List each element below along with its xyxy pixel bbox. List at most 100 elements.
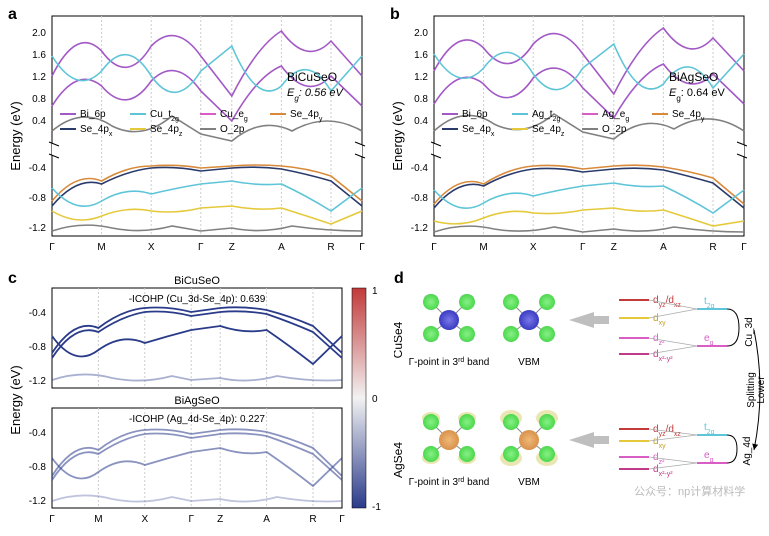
panel-c-bot-title: BiAgSeO <box>174 395 220 407</box>
svg-text:X: X <box>141 514 148 525</box>
panel-c-ylabel: Energy (eV) <box>8 365 23 434</box>
panel-a-yticks-upper: 0.4 0.8 1.2 1.6 2.0 <box>32 28 46 127</box>
svg-text:0.4: 0.4 <box>32 116 46 127</box>
cuse4-label: CuSe4 <box>394 321 405 358</box>
panel-c-xticks: ΓM XΓ ZA RΓ <box>49 514 345 525</box>
svg-text:-0.4: -0.4 <box>29 308 47 319</box>
panel-a-xticks: Γ M X Γ Z A R Γ <box>49 242 365 253</box>
svg-text:-0.4: -0.4 <box>411 163 429 174</box>
svg-text:-0.8: -0.8 <box>29 342 47 353</box>
svg-text:R: R <box>709 242 716 253</box>
agse4-label: AgSe4 <box>394 442 405 478</box>
row2-gamma-label: Γ-point in 3rd band <box>409 477 490 489</box>
svg-text:Γ: Γ <box>188 514 194 525</box>
panel-a-chart: 0.4 0.8 1.2 1.6 2.0 -0.4 -0.8 -1.2 Γ M X… <box>8 6 380 256</box>
svg-text:M: M <box>97 242 105 253</box>
panel-b-compound: BiAgSeO <box>669 70 718 84</box>
svg-text:-1: -1 <box>372 502 381 513</box>
svg-text:Γ: Γ <box>49 514 55 525</box>
svg-text:eg: eg <box>704 450 714 464</box>
panel-c: c BiCuSeO -ICOHP (Cu_3d-Se_4p): 0.639 <box>8 270 388 530</box>
cuse4-gamma-cluster <box>423 294 475 342</box>
svg-text:2.0: 2.0 <box>414 28 428 39</box>
svg-text:dx²-y²: dx²-y² <box>653 349 673 363</box>
panel-c-chart: BiCuSeO -ICOHP (Cu_3d-Se_4p): 0.639 -0.4… <box>8 270 388 530</box>
panel-b-yticks-upper: 0.4 0.8 1.2 1.6 2.0 <box>414 28 428 127</box>
panel-d-label: d <box>394 270 404 288</box>
panel-c-bot-annot: -ICOHP (Ag_4d-Se_4p): 0.227 <box>129 414 265 425</box>
svg-text:t2g: t2g <box>704 296 715 310</box>
svg-text:R: R <box>327 242 334 253</box>
svg-text:-1.2: -1.2 <box>29 376 47 387</box>
svg-text:1.6: 1.6 <box>414 50 428 61</box>
svg-text:eg: eg <box>704 333 714 347</box>
svg-text:R: R <box>309 514 316 525</box>
svg-text:Z: Z <box>217 514 223 525</box>
panel-b-chart: 0.40.8 1.21.6 2.0 -0.4-0.8 -1.2 ΓM XΓ ZA… <box>390 6 762 256</box>
svg-text:0: 0 <box>372 394 378 405</box>
svg-text:Cu_3d: Cu_3d <box>744 317 755 346</box>
panel-b-yticks-lower: -0.4-0.8 -1.2 <box>411 163 429 234</box>
panel-c-colorbar: 1 0 -1 <box>352 286 381 513</box>
panel-b: b <box>390 6 762 256</box>
svg-text:1: 1 <box>372 286 378 297</box>
agse4-vbm-cluster <box>500 410 558 466</box>
svg-text:1.6: 1.6 <box>32 50 46 61</box>
svg-text:Γ: Γ <box>741 242 747 253</box>
row1-vbm-label: VBM <box>518 357 540 368</box>
svg-text:-0.8: -0.8 <box>411 193 429 204</box>
arrow-icon <box>569 312 609 328</box>
svg-text:Γ: Γ <box>580 242 586 253</box>
panel-b-xticks: ΓM XΓ ZA RΓ <box>431 242 747 253</box>
svg-text:dxy: dxy <box>653 436 666 450</box>
panel-d-diagram: CuSe4 Γ-point in 3rd band VBM dyz/dxz d <box>394 270 766 530</box>
svg-text:Γ: Γ <box>431 242 437 253</box>
svg-text:-0.8: -0.8 <box>29 193 47 204</box>
cu3d-levels: dyz/dxz dxy t2g dz² dx²-y² eg Cu_3d <box>619 295 755 363</box>
svg-text:-0.4: -0.4 <box>29 163 47 174</box>
svg-text:t2g: t2g <box>704 422 715 436</box>
svg-text:X: X <box>148 242 155 253</box>
svg-text:1.2: 1.2 <box>32 72 46 83</box>
panel-d: d CuSe4 Γ-point in 3rd band <box>394 270 766 530</box>
svg-text:M: M <box>479 242 487 253</box>
panel-c-top-title: BiCuSeO <box>174 275 220 287</box>
svg-text:1.2: 1.2 <box>414 72 428 83</box>
svg-text:X: X <box>530 242 537 253</box>
panel-a-label: a <box>8 6 17 24</box>
svg-text:-0.4: -0.4 <box>29 428 47 439</box>
svg-text:2.0: 2.0 <box>32 28 46 39</box>
panel-a-yticks-lower: -0.4 -0.8 -1.2 <box>29 163 47 234</box>
cuse4-vbm-cluster <box>503 294 555 342</box>
svg-text:0.8: 0.8 <box>32 94 46 105</box>
agse4-gamma-cluster <box>422 412 476 464</box>
svg-text:Γ: Γ <box>198 242 204 253</box>
svg-text:A: A <box>278 242 285 253</box>
svg-text:Bi_6p: Bi_6p <box>80 109 106 120</box>
arrow-icon-2 <box>569 432 609 448</box>
svg-text:Z: Z <box>611 242 617 253</box>
svg-text:Z: Z <box>229 242 235 253</box>
panel-b-label: b <box>390 6 400 24</box>
svg-text:0.8: 0.8 <box>414 94 428 105</box>
watermark: 公众号：np计算材料学 <box>634 484 745 498</box>
panel-b-ylabel: Energy (eV) <box>390 101 405 170</box>
panel-a-gap <box>52 144 362 156</box>
splitting-label: LowerSplitting <box>746 372 766 408</box>
svg-text:O_2p: O_2p <box>220 124 245 135</box>
svg-text:Γ: Γ <box>339 514 345 525</box>
svg-text:A: A <box>263 514 270 525</box>
svg-text:-1.2: -1.2 <box>29 496 47 507</box>
svg-text:M: M <box>94 514 102 525</box>
svg-text:O_2p: O_2p <box>602 124 627 135</box>
svg-text:Ag_4d: Ag_4d <box>742 437 753 466</box>
panel-c-top-annot: -ICOHP (Cu_3d-Se_4p): 0.639 <box>129 294 266 305</box>
panel-a: a <box>8 6 380 256</box>
ag4d-levels: dyz/dxz dxy t2g dz² dx²-y² eg Ag_4d <box>619 422 753 478</box>
panel-c-label: c <box>8 270 17 288</box>
row1-gamma-label: Γ-point in 3rd band <box>409 357 490 369</box>
panel-a-compound: BiCuSeO <box>287 70 337 84</box>
svg-text:Γ: Γ <box>359 242 365 253</box>
svg-text:0.4: 0.4 <box>414 116 428 127</box>
row2-vbm-label: VBM <box>518 477 540 488</box>
